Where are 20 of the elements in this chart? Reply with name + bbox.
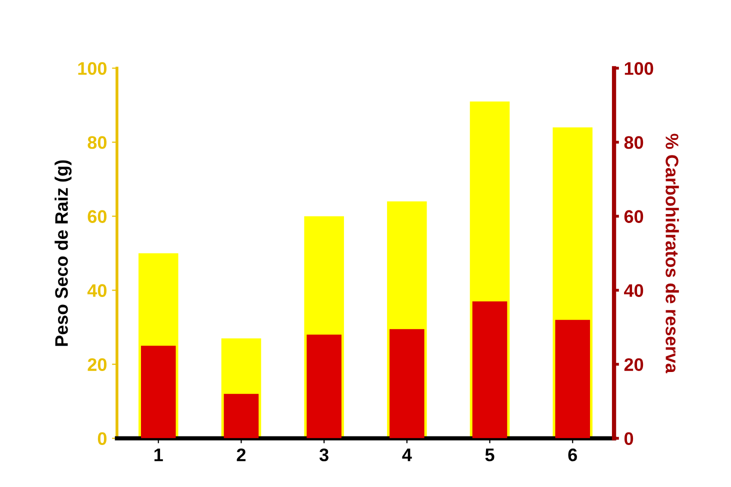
y-axis-title: Peso Seco de Raiz (g) <box>54 160 72 346</box>
y2-tick-label: 60 <box>624 210 644 223</box>
y2-tick-label: 0 <box>624 432 634 446</box>
y-tick-label: 40 <box>87 284 106 297</box>
y-tick-label: 20 <box>88 358 106 371</box>
x-tick-label: 4 <box>402 448 412 462</box>
y-tick-label: 60 <box>88 210 106 223</box>
y2-tick-label: 40 <box>624 284 644 297</box>
y2-tick-label: 20 <box>624 358 644 371</box>
y-tick-label: 100 <box>78 62 106 75</box>
x-tick-label: 1 <box>154 448 163 462</box>
x-tick-label: 3 <box>319 448 328 462</box>
x-tick-label: 5 <box>485 448 494 462</box>
y2-tick-label: 80 <box>624 136 644 149</box>
y-tick-label: 80 <box>88 136 106 149</box>
y-tick-label: 0 <box>98 432 106 446</box>
y2-axis-title: % Carbohidratos de reserva <box>666 134 679 374</box>
x-tick-label: 2 <box>236 448 246 462</box>
y2-tick-label: 100 <box>624 62 654 75</box>
x-tick-label: 6 <box>568 448 577 462</box>
